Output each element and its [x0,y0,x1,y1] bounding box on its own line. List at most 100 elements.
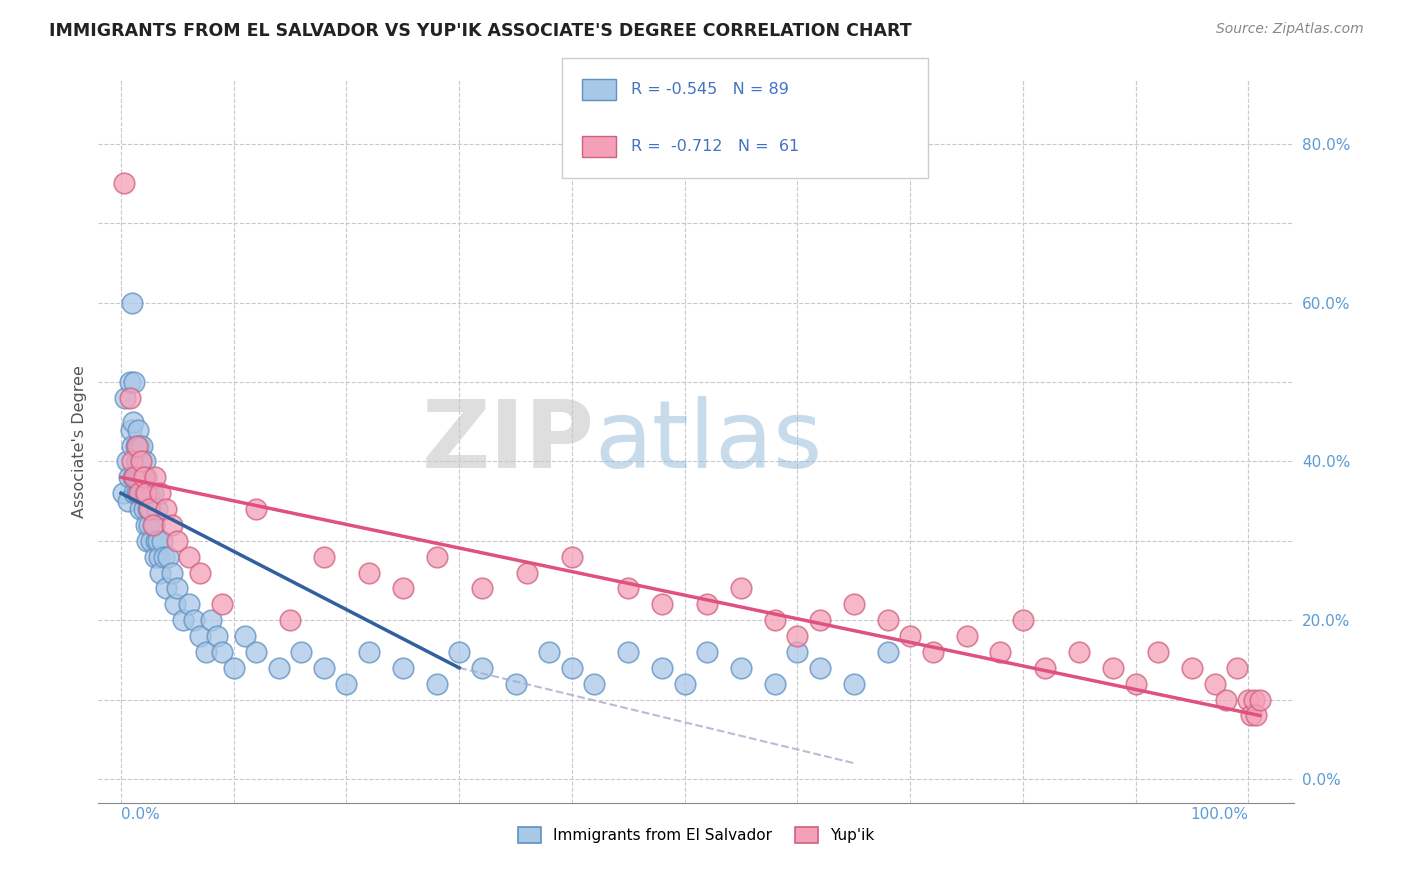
Point [120,423,142,437]
Point [583,676,606,690]
Point [153,549,176,564]
Point [696,597,718,611]
Point [763,613,786,627]
Point [183,613,205,627]
Point [357,566,380,580]
Point [471,582,494,596]
Point [118,375,141,389]
Point [211,597,233,611]
Text: atlas: atlas [595,395,823,488]
Point [124,486,146,500]
Point [561,549,583,564]
Point [121,295,143,310]
Point [290,645,312,659]
Point [505,676,527,690]
Point [132,486,155,500]
Point [177,549,200,564]
Point [1125,676,1147,690]
Point [141,517,163,532]
Point [131,470,153,484]
Point [990,645,1012,659]
Point [166,533,188,548]
Point [1237,692,1260,706]
Point [134,454,156,468]
Point [121,454,143,468]
Point [696,645,718,659]
Point [471,661,494,675]
Point [651,597,673,611]
Point [808,661,831,675]
Point [125,486,148,500]
Point [128,486,150,500]
Point [157,549,180,564]
Point [155,582,177,596]
Text: IMMIGRANTS FROM EL SALVADOR VS YUP'IK ASSOCIATE'S DEGREE CORRELATION CHART: IMMIGRANTS FROM EL SALVADOR VS YUP'IK AS… [49,22,912,40]
Point [335,676,357,690]
Point [233,629,256,643]
Point [118,470,141,484]
Point [112,177,135,191]
Point [898,629,921,643]
Point [136,502,159,516]
Point [955,629,977,643]
Text: ZIP: ZIP [422,395,595,488]
Point [138,517,160,532]
Point [122,415,145,429]
Point [114,391,136,405]
Point [128,438,150,452]
Point [145,533,167,548]
Point [135,486,157,500]
Point [426,676,449,690]
Point [730,661,752,675]
Point [160,517,183,532]
Point [516,566,538,580]
Point [1147,645,1170,659]
Point [267,661,290,675]
Point [121,438,143,452]
Point [149,566,172,580]
Point [651,661,673,675]
Point [150,533,173,548]
Point [115,454,138,468]
Point [141,533,163,548]
Point [312,549,335,564]
Point [155,502,177,516]
Point [1246,708,1268,723]
Point [730,582,752,596]
Point [842,597,865,611]
Point [561,661,583,675]
Point [205,629,228,643]
Point [135,533,157,548]
Point [112,486,135,500]
Point [143,549,166,564]
Point [392,661,415,675]
Point [876,645,898,659]
Point [118,391,141,405]
Point [673,676,696,690]
Point [172,613,194,627]
Text: 0.0%: 0.0% [121,806,160,822]
Point [617,645,640,659]
Point [786,629,808,643]
Point [357,645,380,659]
Text: 100.0%: 100.0% [1191,806,1249,822]
Point [132,502,155,516]
Point [278,613,301,627]
Text: R = -0.545   N = 89: R = -0.545 N = 89 [631,82,789,97]
Point [426,549,449,564]
Point [786,645,808,659]
Point [449,645,471,659]
Point [808,613,831,627]
Point [188,566,211,580]
Point [139,502,162,516]
Point [617,582,640,596]
Point [128,486,150,500]
Point [135,486,157,500]
Point [131,438,153,452]
Point [127,423,149,437]
Point [1204,676,1226,690]
Point [160,566,183,580]
Point [149,486,172,500]
Point [1240,708,1263,723]
Point [1181,661,1204,675]
